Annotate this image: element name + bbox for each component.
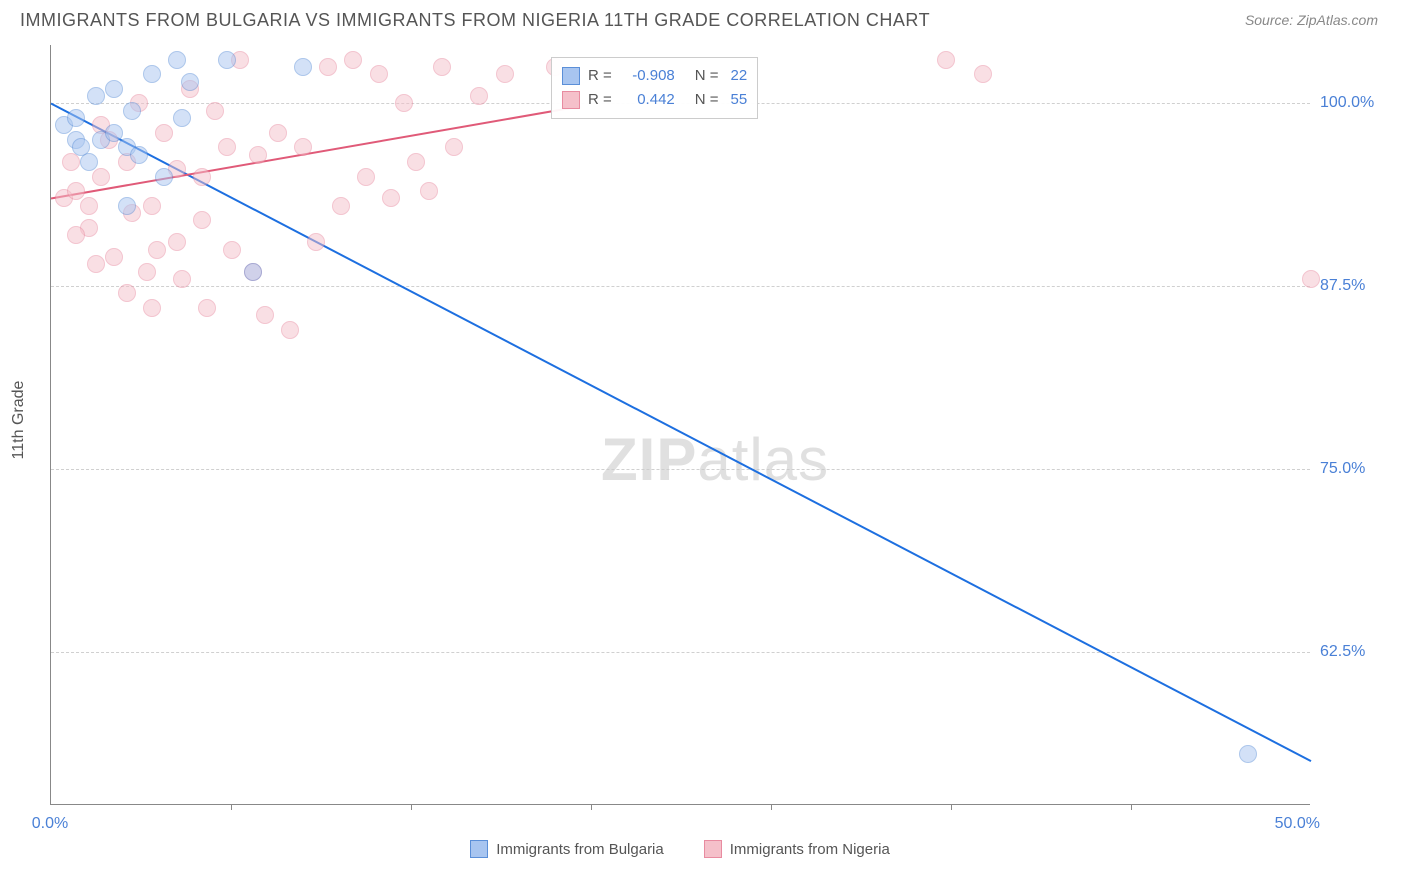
trend-line-bulgaria	[51, 103, 1311, 761]
x-tick	[771, 804, 772, 810]
nigeria-point	[92, 168, 110, 186]
nigeria-point	[223, 241, 241, 259]
nigeria-point	[198, 299, 216, 317]
y-tick-label: 87.5%	[1320, 277, 1365, 295]
nigeria-point	[281, 321, 299, 339]
nigeria-point	[80, 197, 98, 215]
y-tick-label: 75.0%	[1320, 460, 1365, 478]
bulgaria-point	[218, 51, 236, 69]
trend-lines-layer	[51, 45, 1310, 804]
nigeria-point	[294, 138, 312, 156]
nigeria-point	[67, 182, 85, 200]
bulgaria-point	[1239, 745, 1257, 763]
nigeria-point	[173, 270, 191, 288]
n-label: N =	[695, 88, 719, 112]
y-axis-title: 11th Grade	[10, 381, 28, 460]
nigeria-point	[382, 189, 400, 207]
nigeria-point	[407, 153, 425, 171]
bulgaria-point	[294, 58, 312, 76]
swatch-nigeria	[562, 91, 580, 109]
nigeria-point	[937, 51, 955, 69]
bulgaria-point	[143, 65, 161, 83]
bulgaria-point	[173, 109, 191, 127]
bulgaria-point	[155, 168, 173, 186]
nigeria-point	[357, 168, 375, 186]
correlation-legend: R = -0.908 N = 22 R = 0.442 N = 55	[551, 57, 758, 119]
nigeria-point	[168, 233, 186, 251]
x-tick-min: 0.0%	[32, 815, 68, 833]
legend-item-nigeria: Immigrants from Nigeria	[704, 840, 890, 858]
nigeria-point	[496, 65, 514, 83]
bulgaria-point	[105, 124, 123, 142]
nigeria-point	[433, 58, 451, 76]
bulgaria-point	[123, 102, 141, 120]
nigeria-point	[105, 248, 123, 266]
swatch-nigeria-icon	[704, 840, 722, 858]
bulgaria-point	[168, 51, 186, 69]
r-label: R =	[588, 88, 612, 112]
nigeria-point	[420, 182, 438, 200]
nigeria-point	[974, 65, 992, 83]
nigeria-point	[155, 124, 173, 142]
legend-row-nigeria: R = 0.442 N = 55	[562, 88, 747, 112]
nigeria-point	[193, 211, 211, 229]
bulgaria-point	[87, 87, 105, 105]
r-value-bulgaria: -0.908	[620, 64, 675, 88]
nigeria-point	[193, 168, 211, 186]
nigeria-point	[143, 299, 161, 317]
nigeria-point	[1302, 270, 1320, 288]
source-attribution: Source: ZipAtlas.com	[1245, 12, 1378, 28]
y-tick-label: 62.5%	[1320, 643, 1365, 661]
legend-row-bulgaria: R = -0.908 N = 22	[562, 64, 747, 88]
bulgaria-point	[105, 80, 123, 98]
nigeria-point	[118, 284, 136, 302]
bulgaria-point	[130, 146, 148, 164]
nigeria-point	[319, 58, 337, 76]
nigeria-point	[218, 138, 236, 156]
legend-item-bulgaria: Immigrants from Bulgaria	[470, 840, 664, 858]
nigeria-point	[344, 51, 362, 69]
series-legend: Immigrants from Bulgaria Immigrants from…	[50, 840, 1310, 858]
bulgaria-point	[244, 263, 262, 281]
r-value-nigeria: 0.442	[620, 88, 675, 112]
nigeria-point	[67, 226, 85, 244]
n-value-bulgaria: 22	[731, 64, 748, 88]
chart-plot-area: ZIPatlas R = -0.908 N = 22 R = 0.442 N =…	[50, 45, 1310, 805]
x-tick	[591, 804, 592, 810]
x-tick	[951, 804, 952, 810]
swatch-bulgaria-icon	[470, 840, 488, 858]
swatch-bulgaria	[562, 67, 580, 85]
nigeria-point	[307, 233, 325, 251]
bulgaria-point	[72, 138, 90, 156]
nigeria-point	[256, 306, 274, 324]
bulgaria-point	[181, 73, 199, 91]
nigeria-point	[87, 255, 105, 273]
nigeria-point	[370, 65, 388, 83]
nigeria-point	[206, 102, 224, 120]
nigeria-point	[470, 87, 488, 105]
r-label: R =	[588, 64, 612, 88]
nigeria-point	[332, 197, 350, 215]
n-value-nigeria: 55	[731, 88, 748, 112]
nigeria-point	[143, 197, 161, 215]
x-tick	[1131, 804, 1132, 810]
legend-label-bulgaria: Immigrants from Bulgaria	[496, 841, 664, 858]
nigeria-point	[138, 263, 156, 281]
bulgaria-point	[67, 109, 85, 127]
x-tick	[231, 804, 232, 810]
nigeria-point	[395, 94, 413, 112]
legend-label-nigeria: Immigrants from Nigeria	[730, 841, 890, 858]
nigeria-point	[249, 146, 267, 164]
n-label: N =	[695, 64, 719, 88]
bulgaria-point	[118, 197, 136, 215]
x-tick-max: 50.0%	[1275, 815, 1320, 833]
x-tick	[411, 804, 412, 810]
nigeria-point	[445, 138, 463, 156]
chart-title: IMMIGRANTS FROM BULGARIA VS IMMIGRANTS F…	[20, 10, 1386, 31]
nigeria-point	[148, 241, 166, 259]
y-tick-label: 100.0%	[1320, 94, 1374, 112]
nigeria-point	[269, 124, 287, 142]
